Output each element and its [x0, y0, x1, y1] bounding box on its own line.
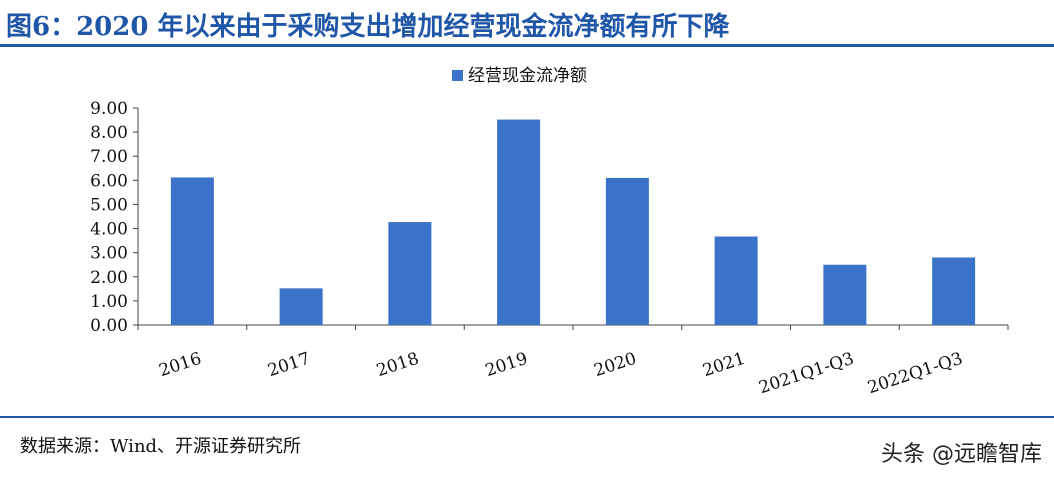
- x-tick-label: 2022Q1-Q3: [865, 349, 965, 398]
- bar: [279, 288, 323, 325]
- y-tick-label: 7.00: [90, 147, 128, 167]
- source-note: 数据来源：Wind、开源证券研究所: [20, 436, 302, 457]
- x-tick-label: 2019: [483, 349, 530, 381]
- x-tick-label: 2020: [592, 349, 639, 381]
- figure-title: 图6：2020 年以来由于采购支出增加经营现金流净额有所下降: [6, 12, 730, 42]
- y-tick-label: 0.00: [90, 316, 128, 336]
- watermark: 头条 @远瞻智库: [881, 442, 1042, 467]
- bar: [823, 264, 867, 325]
- source-divider: [0, 416, 1054, 418]
- title-divider: [0, 44, 1054, 47]
- x-tick-label: 2021: [700, 349, 747, 381]
- y-tick-label: 6.00: [90, 171, 128, 191]
- bar: [497, 119, 541, 325]
- bar: [932, 257, 976, 325]
- legend-swatch: [452, 70, 463, 81]
- bar: [714, 236, 758, 325]
- y-tick-label: 5.00: [90, 195, 128, 215]
- y-tick-label: 1.00: [90, 292, 128, 312]
- legend-label: 经营现金流净额: [468, 66, 587, 86]
- x-tick-label: 2017: [265, 349, 312, 381]
- y-tick-label: 3.00: [90, 244, 128, 264]
- y-tick-label: 4.00: [90, 220, 128, 240]
- x-tick-label: 2021Q1-Q3: [757, 349, 857, 398]
- x-tick-label: 2018: [374, 349, 421, 381]
- y-tick-label: 9.00: [90, 99, 128, 119]
- y-tick-label: 8.00: [90, 123, 128, 143]
- x-tick-label: 2016: [157, 349, 204, 381]
- bar: [388, 222, 432, 325]
- bar: [605, 177, 649, 325]
- bar: [170, 177, 214, 325]
- y-tick-label: 2.00: [90, 268, 128, 288]
